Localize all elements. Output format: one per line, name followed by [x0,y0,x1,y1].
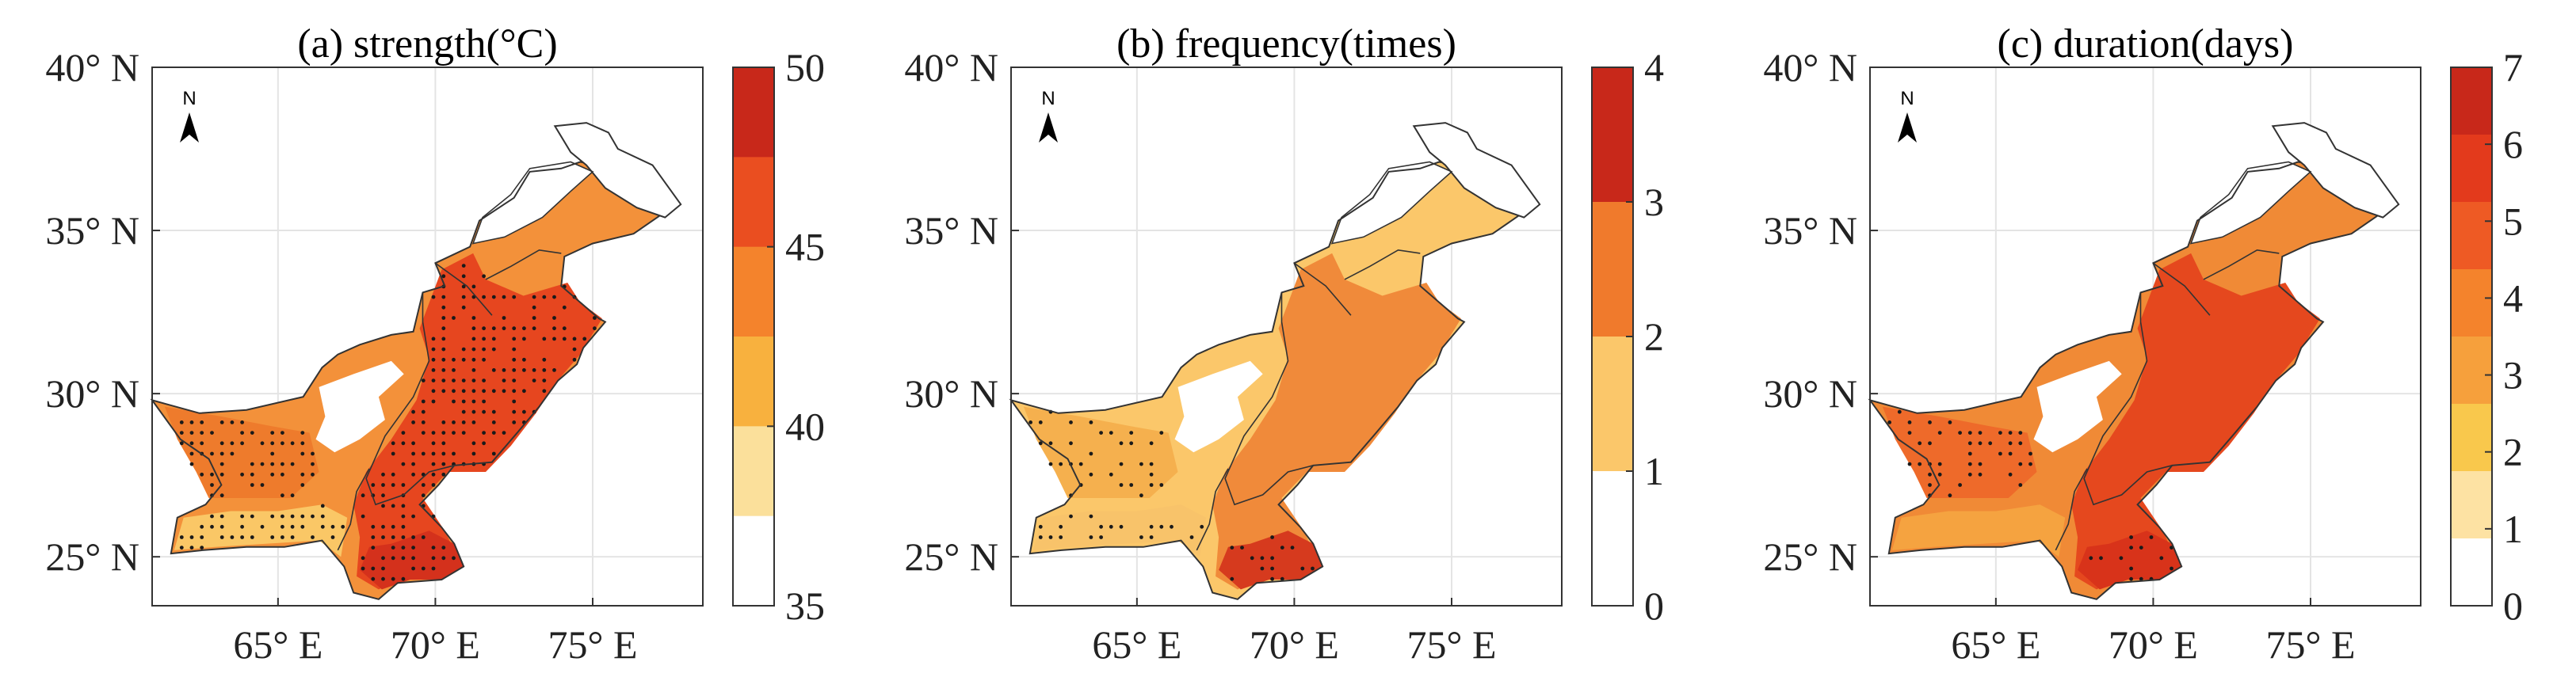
north-arrow-icon [1039,112,1058,143]
colorbar-bin [2451,471,2492,539]
colorbar-tick-label: 4 [1644,45,1664,89]
region-north [1332,162,1452,244]
region-gap [2033,360,2122,453]
xtick-label: 75° E [548,622,637,667]
ytick-label: 35° N [904,208,998,253]
map-frame [151,67,704,607]
panel-c: (c) duration(days) 40° N 35° N 30° N 25° N 65… [1718,0,2576,696]
panel-title: (a) strength(°C) [297,21,557,67]
region-gap [315,360,404,453]
colorbar-bin [1592,471,1633,607]
region-southwest [174,504,348,557]
colorbar-bin [2451,538,2492,607]
colorbar-bin [2451,67,2492,135]
xtick-label: 65° E [1951,622,2040,667]
ytick-label: 25° N [45,534,139,579]
colorbar-bin [733,157,774,248]
north-arrow-icon [180,112,199,143]
colorbar-tick-label: 1 [2503,507,2523,551]
map-c: (c) duration(days)40° N35° N30° N25° N65… [1763,21,2523,667]
north-label: N [1041,88,1055,109]
region-north [2191,162,2311,244]
colorbar-bin [1592,337,1633,472]
colorbar-tick-label: 7 [2503,45,2523,89]
colorbar-tick-label: 35 [785,584,825,628]
colorbar-bin [2451,269,2492,337]
ytick-label: 40° N [904,45,998,89]
region-south-tip [1219,531,1323,590]
xtick-label: 65° E [1092,622,1181,667]
colorbar-tick-label: 2 [2503,430,2523,474]
significance-dots [1028,409,1315,581]
colorbar-bin [733,246,774,337]
colorbar-bin [2451,135,2492,203]
colorbar-bin [2451,202,2492,270]
region-east [2071,253,2320,590]
ytick-label: 30° N [904,371,998,416]
ytick-label: 30° N [45,371,139,416]
xtick-label: 75° E [1406,622,1496,667]
colorbar: 50 45 40 35 [732,45,825,628]
region-southwest [1891,504,2066,557]
xtick-label: 70° E [391,622,480,667]
country-borders [1868,122,2400,600]
colorbar: 4 3 2 1 0 [1591,45,1664,628]
colorbar-bin [1592,67,1633,203]
ytick-label: 40° N [45,45,139,89]
colorbar-tick-label: 5 [2503,199,2523,243]
colorbar-tick-label: 3 [2503,353,2523,397]
significance-dots [179,264,597,581]
map-b: (b) frequency(times) 40° N 35° N 30° N 25° N… [904,21,1664,667]
colorbar-tick-label: 6 [2503,122,2523,166]
region-west [1882,406,2037,498]
panel-b: (b) frequency(times) 40° N 35° N 30° N 25° N… [859,0,1717,696]
colorbar-bin [733,515,774,607]
colorbar-tick-label: 0 [1644,584,1664,628]
colorbar-tick-label: 45 [785,225,825,269]
colorbar-tick-label: 50 [785,45,825,89]
ytick-label: 25° N [1763,534,1857,579]
panel-title: (c) duration(days) [1998,21,2294,67]
xtick-label: 75° E [2265,622,2355,667]
ytick-label: 35° N [1763,208,1857,253]
colorbar-bin [733,67,774,158]
ytick-label: 40° N [1763,45,1857,89]
colorbar-tick-label: 0 [2503,584,2523,628]
region-north [473,162,593,244]
ytick-label: 25° N [904,534,998,579]
map-a: (a) strength(°C) 40° N 35° N 30° N 25° N 65° … [45,21,825,667]
colorbar-tick-label: 3 [1644,180,1664,224]
xtick-label: 70° E [1250,622,1339,667]
panel-a: (a) strength(°C) 40° N 35° N 30° N 25° N 65° … [0,0,858,696]
region-gap [1174,360,1263,453]
colorbar-tick-label: 4 [2503,276,2523,320]
xtick-label: 70° E [2109,622,2198,667]
colorbar-tick-label: 40 [785,404,825,448]
country-borders [150,122,682,600]
colorbar-bin [733,337,774,427]
colorbar-bin [2451,404,2492,472]
region-west [1023,406,1178,498]
region-east [353,253,602,590]
region-southwest [1032,504,1207,557]
north-label: N [182,88,196,109]
region-south-tip [360,531,464,590]
colorbar-tick-label: 1 [1644,449,1664,493]
colorbar-bin [2451,337,2492,405]
colorbar: 7 6 5 4 3 2 1 0 [2450,45,2523,628]
colorbar-bin [733,426,774,517]
ytick-label: 30° N [1763,371,1857,416]
north-label: N [1900,88,1914,109]
colorbar-bin [1592,202,1633,337]
north-arrow-icon [1898,112,1917,143]
panel-title: (b) frequency(times) [1116,21,1456,67]
colorbar-tick-label: 2 [1644,314,1664,359]
ytick-label: 35° N [45,208,139,253]
country-borders [1009,122,1541,600]
map-frame [1010,67,1563,607]
region-east [1212,253,1461,590]
map-frame [1869,67,2421,607]
region-south-tip [2078,531,2182,590]
xtick-label: 65° E [233,622,322,667]
